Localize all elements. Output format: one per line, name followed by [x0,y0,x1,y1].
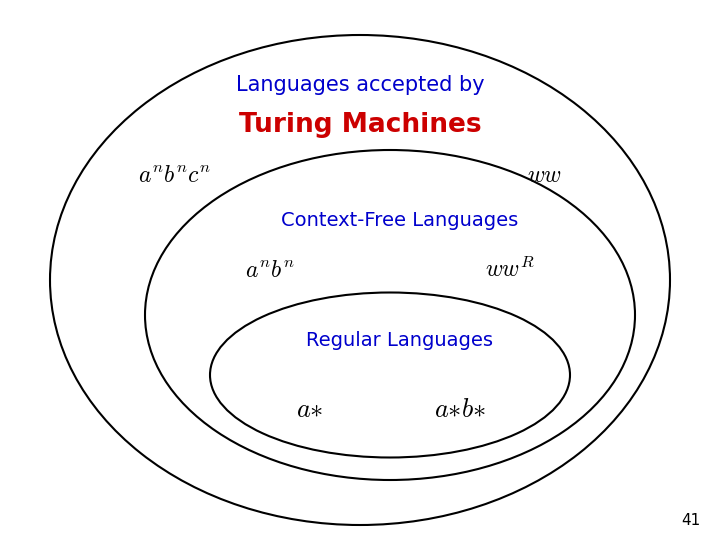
Text: 41: 41 [680,513,700,528]
Text: $a^nb^nc^n$: $a^nb^nc^n$ [138,163,212,187]
Text: $ww^R$: $ww^R$ [485,258,535,282]
Text: $a^nb^n$: $a^nb^n$ [245,258,295,282]
Text: Languages accepted by: Languages accepted by [235,75,485,95]
Text: $a{*}$: $a{*}$ [297,397,324,423]
Text: Turing Machines: Turing Machines [239,112,481,138]
Text: Regular Languages: Regular Languages [307,330,493,349]
Text: Context-Free Languages: Context-Free Languages [282,211,518,229]
Text: $a{*}b{*}$: $a{*}b{*}$ [434,397,486,423]
Text: $ww$: $ww$ [528,163,562,187]
